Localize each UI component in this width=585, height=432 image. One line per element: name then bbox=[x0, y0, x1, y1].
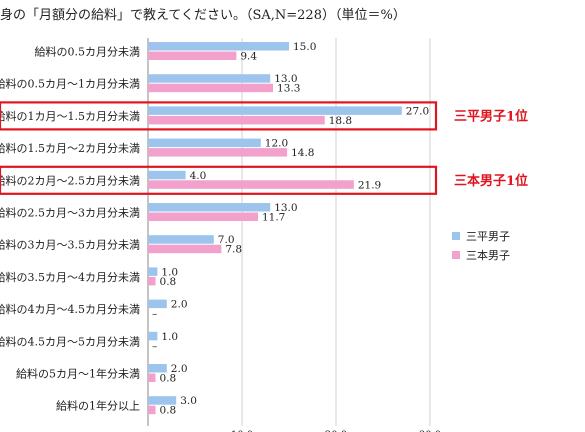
data-label: 12.0 bbox=[265, 138, 288, 150]
bar-sanbon bbox=[148, 276, 156, 286]
data-label: 7.8 bbox=[225, 244, 242, 256]
category-label: 給料の3.5カ月～4カ月分未満 bbox=[0, 270, 140, 284]
data-label: 0.8 bbox=[160, 405, 177, 417]
bar-sanbon bbox=[148, 244, 222, 254]
data-label: 11.7 bbox=[262, 212, 285, 224]
data-label: 9.4 bbox=[240, 51, 257, 63]
bar-sanpei bbox=[148, 203, 271, 212]
legend-swatch bbox=[452, 251, 460, 259]
legend-label: 三平男子 bbox=[466, 230, 510, 243]
legend-swatch bbox=[452, 232, 460, 240]
data-label: 27.0 bbox=[406, 105, 429, 117]
data-label: 13.3 bbox=[277, 83, 300, 95]
category-label: 給料の1.5カ月～2カ月分未満 bbox=[0, 141, 140, 155]
data-label: 13.0 bbox=[274, 73, 297, 85]
data-label: 1.0 bbox=[161, 266, 178, 278]
bar-sanpei bbox=[148, 106, 402, 115]
category-label: 給料の0.5カ月～1カ月分未満 bbox=[0, 77, 140, 91]
bar-sanbon bbox=[148, 180, 354, 189]
data-label: 2.0 bbox=[171, 363, 188, 375]
category-label: 給料の0.5カ月分未満 bbox=[35, 45, 141, 59]
category-label: 給料の1年分以上 bbox=[56, 399, 140, 413]
chart-title: 身の「月額分の給料」で教えてください。（SA,N=228）（単位＝%） bbox=[0, 8, 406, 23]
annotation-label: 三平男子1位 bbox=[454, 108, 528, 124]
category-label: 給料の2.5カ月～3カ月分未満 bbox=[0, 206, 140, 220]
bar-sanbon bbox=[148, 51, 237, 60]
bar-sanbon bbox=[148, 83, 274, 93]
bar-sanpei bbox=[148, 74, 271, 83]
x-tick-label: 10.0 bbox=[231, 430, 253, 432]
bar-sanpei bbox=[148, 396, 177, 405]
bar-sanpei bbox=[148, 267, 158, 276]
data-label: – bbox=[152, 308, 157, 320]
data-label: 18.8 bbox=[329, 115, 352, 127]
bar-sanbon bbox=[148, 405, 156, 415]
category-label: 給料の2カ月～2.5カ月分未満 bbox=[0, 173, 140, 187]
data-label: 13.0 bbox=[274, 202, 297, 214]
data-label: 7.0 bbox=[218, 234, 235, 246]
bar-sanpei bbox=[148, 170, 186, 180]
data-label: 2.0 bbox=[171, 299, 188, 311]
data-label: 14.8 bbox=[291, 147, 314, 159]
bar-sanbon bbox=[148, 148, 288, 157]
bar-sanpei bbox=[148, 331, 158, 341]
data-label: 21.9 bbox=[358, 179, 381, 191]
data-label: 15.0 bbox=[293, 41, 316, 53]
data-label: 0.8 bbox=[160, 373, 177, 385]
bar-sanbon bbox=[148, 212, 258, 221]
bar-sanpei bbox=[148, 364, 167, 373]
highlight-box bbox=[0, 165, 438, 195]
data-label: 4.0 bbox=[190, 170, 207, 182]
category-label: 給料の5カ月～1年分未満 bbox=[16, 367, 140, 381]
category-label: 給料の4カ月～4.5カ月分未満 bbox=[0, 302, 140, 316]
data-label: – bbox=[152, 340, 157, 352]
highlight-box bbox=[0, 101, 438, 131]
x-tick-label: 20.0 bbox=[325, 430, 347, 432]
bar-sanpei bbox=[148, 138, 261, 148]
bar-sanpei bbox=[148, 299, 167, 309]
category-label: 給料の3カ月～3.5カ月分未満 bbox=[0, 238, 140, 252]
bar-sanbon bbox=[148, 373, 156, 382]
data-label: 1.0 bbox=[161, 331, 178, 343]
annotation-label: 三本男子1位 bbox=[454, 173, 528, 189]
data-label: 3.0 bbox=[180, 395, 197, 407]
x-tick-label: 30.0 bbox=[419, 430, 441, 432]
bar-sanpei bbox=[148, 42, 289, 51]
category-label: 給料の1カ月～1.5カ月分未満 bbox=[0, 109, 140, 123]
legend-label: 三本男子 bbox=[466, 248, 510, 262]
category-label: 給料の4.5カ月～5カ月分未満 bbox=[0, 334, 140, 348]
bar-sanbon bbox=[148, 115, 325, 125]
data-label: 0.8 bbox=[160, 276, 177, 288]
bar-sanpei bbox=[148, 235, 214, 244]
